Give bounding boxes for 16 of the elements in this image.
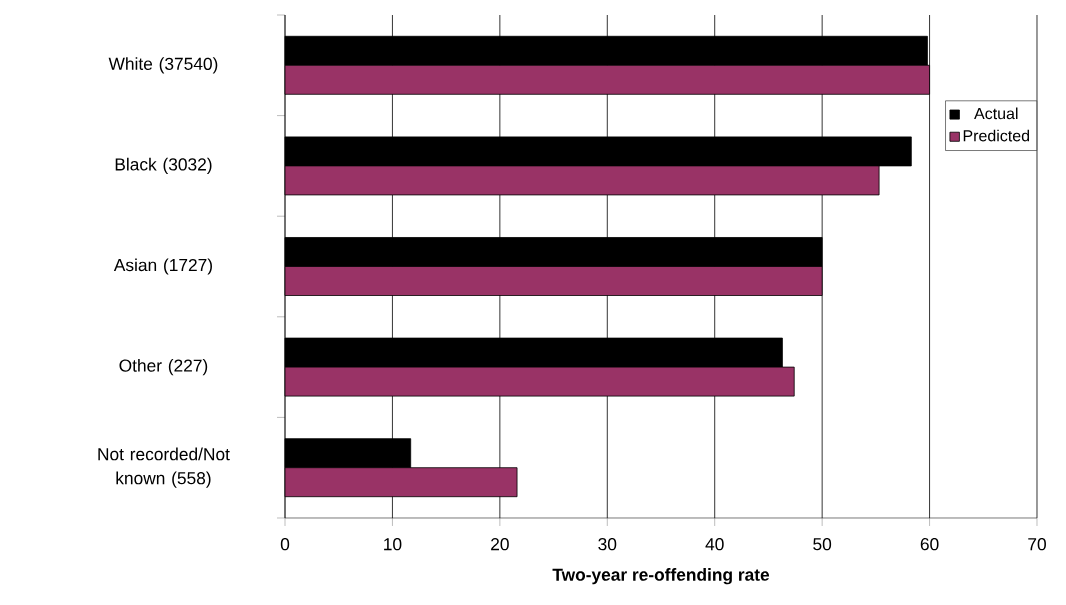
legend-label: Actual <box>974 107 1018 120</box>
x-tick-label: 10 <box>384 538 402 551</box>
y-tick-label: Black (3032) <box>115 157 212 174</box>
x-tick-label: 0 <box>280 538 290 551</box>
y-tick-label: Not recorded/Not known (558) <box>98 447 230 488</box>
y-tick-label: Other (227) <box>119 359 208 376</box>
x-tick-label: 40 <box>705 538 724 551</box>
x-tick-label: 30 <box>598 538 617 551</box>
legend-label: Predicted <box>963 129 1030 142</box>
x-tick-label: 50 <box>813 538 832 551</box>
x-tick-label: 60 <box>920 538 939 551</box>
x-tick-label: 20 <box>491 538 509 551</box>
x-tick-label: 70 <box>1028 538 1046 551</box>
x-axis-title: Two-year re-offending rate <box>552 568 770 585</box>
y-tick-label: White (37540) <box>108 57 218 74</box>
y-tick-label: Asian (1727) <box>113 258 212 275</box>
